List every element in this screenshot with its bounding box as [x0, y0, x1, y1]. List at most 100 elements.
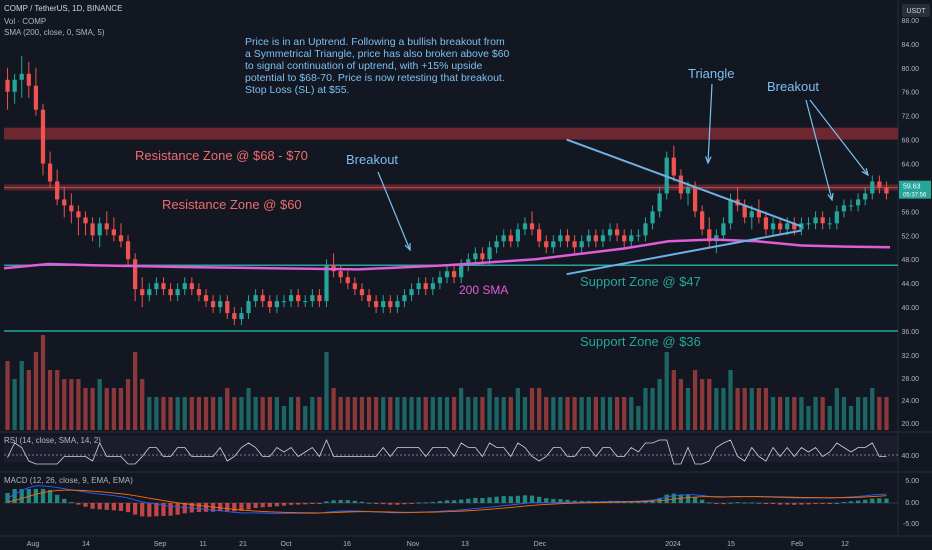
macd-histogram-bar: [643, 500, 648, 503]
candle-body: [352, 283, 357, 290]
candle-body: [494, 241, 499, 248]
volume-bar: [196, 397, 202, 430]
sma200-line: [3, 238, 891, 271]
volume-bar: [820, 397, 825, 430]
volume-bar: [451, 397, 457, 430]
price-tick-label: 80.00: [901, 66, 919, 73]
candle-body: [855, 199, 861, 206]
volume-bar: [210, 397, 216, 430]
annotation-arrow: [707, 83, 713, 164]
price-tick-label: 76.00: [901, 90, 919, 97]
volume-bar: [763, 388, 769, 430]
volume-bar: [529, 388, 535, 430]
volume-bar: [33, 352, 39, 430]
macd-histogram-bar: [175, 503, 180, 515]
candle-body: [664, 157, 669, 194]
candle-body: [133, 259, 138, 290]
volume-bar: [26, 370, 31, 430]
price-tick-label: 52.00: [901, 233, 919, 240]
macd-histogram-bar: [381, 503, 386, 505]
macd-histogram-bar: [778, 503, 783, 505]
macd-histogram-bar: [324, 501, 329, 503]
volume-bar: [721, 388, 726, 430]
analysis-text-line: Price is in an Uptrend. Following a bull…: [245, 36, 505, 48]
candle-body: [246, 301, 251, 314]
volume-bar: [586, 397, 591, 430]
macd-histogram-bar: [260, 503, 265, 508]
candle-body: [841, 205, 847, 212]
currency-badge: [902, 4, 930, 17]
macd-histogram-bar: [806, 503, 811, 505]
candle-body: [310, 295, 315, 302]
macd-legend: MACD (12, 26, close, 9, EMA, EMA): [4, 476, 133, 485]
volume-bar: [182, 397, 187, 430]
volume-bar: [487, 388, 492, 430]
candle-body: [274, 301, 280, 308]
macd-histogram-bar: [47, 489, 53, 503]
time-tick-label: 16: [343, 541, 351, 548]
volume-bar: [345, 397, 350, 430]
macd-histogram-bar: [62, 498, 67, 503]
macd-histogram-bar: [770, 503, 776, 505]
volume-bar: [770, 397, 776, 430]
macd-histogram-bar: [395, 503, 400, 505]
macd-histogram-bar: [558, 499, 563, 503]
volume-bar: [359, 397, 365, 430]
volume-bar: [274, 397, 280, 430]
annotation-arrow: [377, 171, 411, 251]
macd-histogram-bar: [331, 500, 336, 503]
volume-bar: [785, 397, 790, 430]
macd-histogram-bar: [841, 501, 847, 503]
current-price-badge: [899, 180, 931, 199]
volume-bar: [324, 352, 329, 430]
macd-histogram-bar: [388, 503, 393, 505]
macd-histogram-bar: [728, 502, 733, 504]
macd-histogram-bar: [877, 498, 882, 503]
volume-bar: [260, 397, 265, 430]
macd-histogram-bar: [466, 498, 471, 503]
macd-histogram-bar: [55, 494, 60, 503]
volume-bar: [473, 397, 478, 430]
macd-histogram-bar: [480, 497, 485, 503]
volume-bar: [622, 397, 627, 430]
candle-body: [288, 295, 294, 302]
macd-histogram-bar: [161, 503, 166, 516]
volume-bar: [373, 397, 379, 430]
volume-bar: [593, 397, 598, 430]
macd-histogram-bar: [487, 497, 492, 503]
candle-body: [140, 289, 145, 296]
volume-bar: [848, 406, 854, 430]
candle-body: [324, 265, 329, 302]
resistance-60-label: Resistance Zone @ $60: [162, 197, 302, 212]
volume-bar: [607, 397, 613, 430]
volume-bar: [614, 397, 620, 430]
price-tick-label: 48.00: [901, 257, 919, 264]
volume-bar: [423, 397, 428, 430]
macd-histogram-bar: [813, 503, 818, 504]
time-tick-label: Feb: [791, 541, 803, 548]
volume-bar: [692, 370, 698, 430]
macd-histogram-bar: [182, 503, 187, 514]
candle-body: [296, 295, 301, 302]
macd-histogram-bar: [707, 502, 712, 504]
volume-bar: [636, 406, 641, 430]
volume-bar: [303, 406, 308, 430]
candle-body: [147, 289, 152, 296]
volume-tick-label: 28.00: [901, 376, 919, 383]
volume-bar: [310, 397, 315, 430]
volume-bar: [827, 406, 832, 430]
volume-bar: [281, 406, 287, 430]
volume-bar: [884, 397, 889, 430]
resistance-zone-68-70: [4, 127, 898, 140]
candle-body: [487, 247, 492, 260]
candle-body: [373, 301, 379, 308]
volume-bar: [444, 397, 450, 430]
candle-body: [90, 223, 95, 236]
price-tick-label: 36.00: [901, 329, 919, 336]
volume-bar: [416, 397, 421, 430]
macd-histogram-bar: [551, 498, 556, 503]
candle-body: [381, 301, 386, 308]
macd-histogram-bar: [671, 493, 676, 503]
time-tick-label: Oct: [281, 541, 292, 548]
